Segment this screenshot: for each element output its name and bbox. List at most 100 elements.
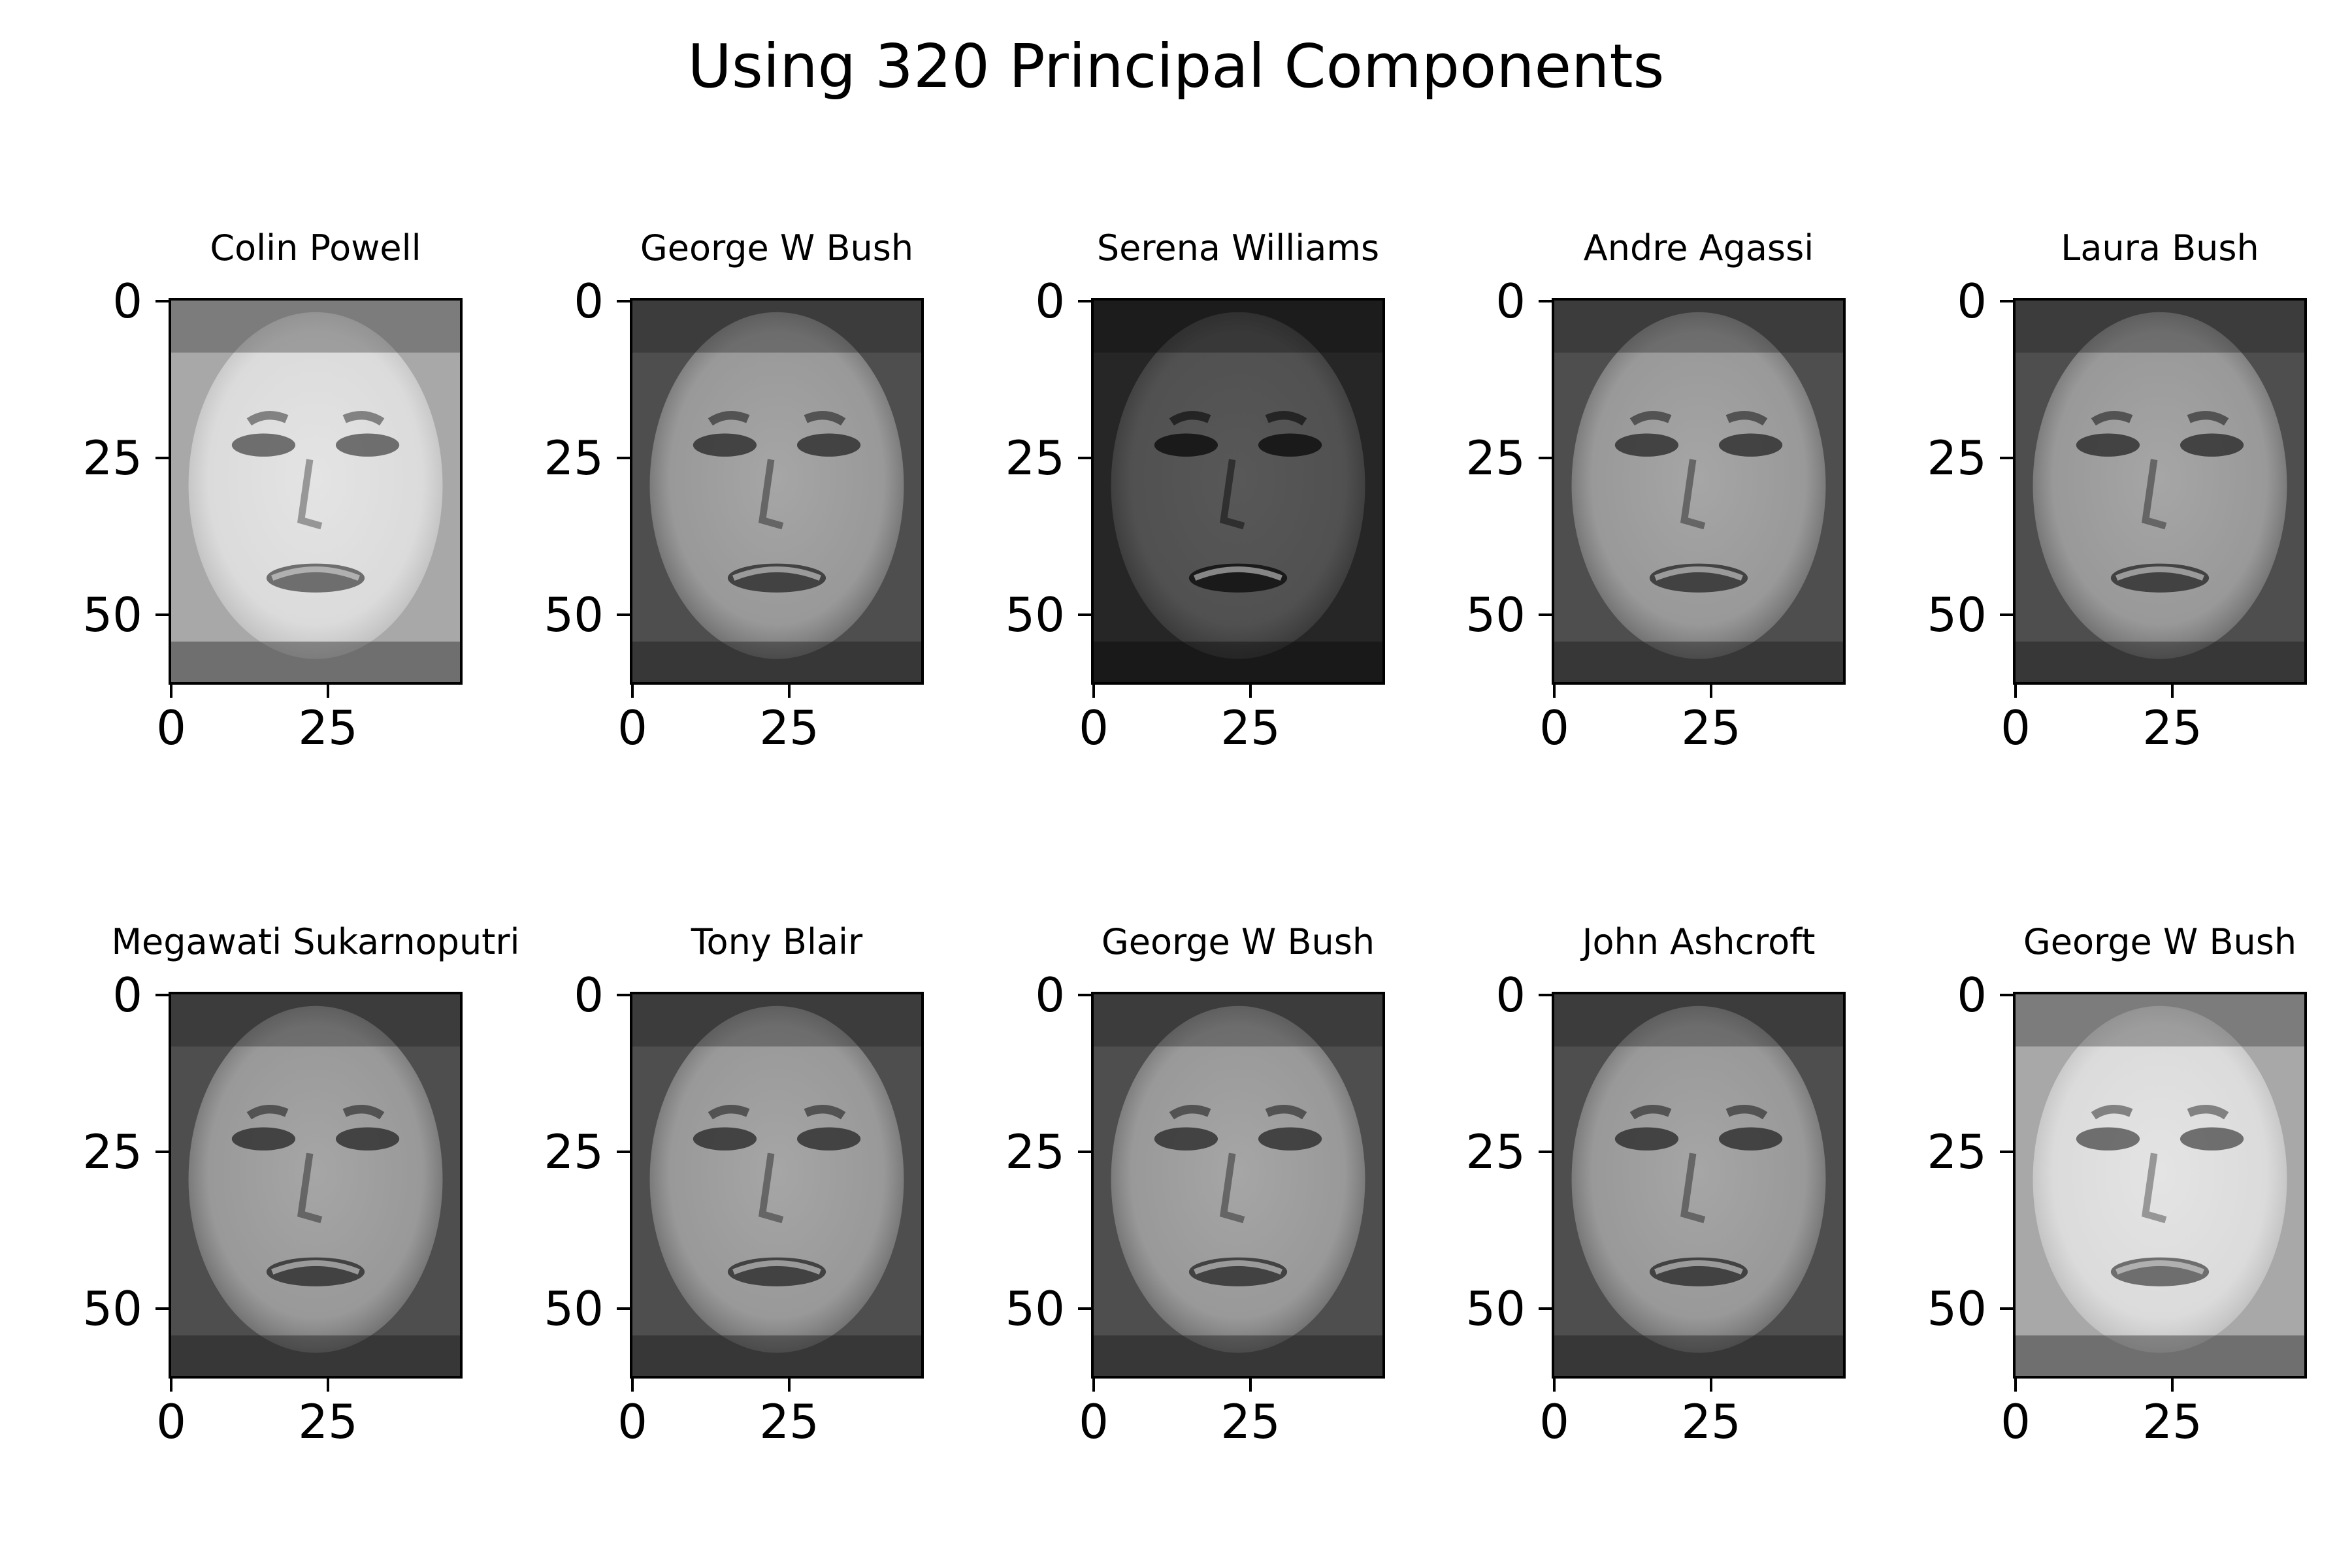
face-image-graphic: [1094, 301, 1382, 682]
y-tick-label: 50: [1465, 587, 1526, 642]
x-tick-label: 25: [298, 700, 358, 755]
panel-title: Tony Blair: [691, 921, 863, 962]
x-tick-label: 0: [1079, 700, 1109, 755]
y-tick-mark: [1078, 994, 1091, 996]
y-tick-mark: [1078, 1151, 1091, 1153]
y-tick-label: 50: [1465, 1281, 1526, 1336]
x-tick-mark: [327, 1379, 329, 1392]
y-tick-label: 50: [82, 1281, 142, 1336]
image-panel: Laura Bush 0 25 50 0 25: [1927, 227, 2307, 754]
y-tick-label: 25: [82, 1124, 142, 1179]
face-image-graphic: [1554, 994, 1843, 1376]
x-tick-mark: [170, 685, 172, 698]
y-tick-label: 0: [1495, 968, 1526, 1022]
x-tick-mark: [1553, 685, 1556, 698]
panel-title: George W Bush: [2023, 921, 2297, 962]
y-tick-label: 25: [82, 431, 142, 485]
y-tick-label: 25: [1005, 431, 1065, 485]
x-tick-label: 0: [156, 1394, 186, 1449]
y-tick-label: 0: [1035, 274, 1065, 329]
x-tick-label: 0: [2001, 1394, 2031, 1449]
image-panel: George W Bush 0 25 50 0 25: [1927, 921, 2307, 1448]
y-tick-label: 0: [1035, 968, 1065, 1022]
face-image: [630, 298, 924, 685]
x-tick-label: 0: [2001, 700, 2031, 755]
y-tick-label: 50: [544, 587, 604, 642]
x-tick-mark: [1092, 1379, 1095, 1392]
x-tick-label: 0: [617, 1394, 647, 1449]
x-tick-label: 0: [1539, 1394, 1569, 1449]
x-tick-mark: [2014, 1379, 2017, 1392]
face-image: [1091, 992, 1385, 1379]
y-tick-mark: [155, 994, 169, 996]
y-tick-label: 25: [1927, 1124, 1987, 1179]
y-tick-label: 25: [1005, 1124, 1065, 1179]
panel-title: Andre Agassi: [1583, 227, 1814, 269]
x-tick-mark: [1710, 685, 1712, 698]
y-tick-label: 25: [1927, 431, 1987, 485]
x-tick-label: 0: [1539, 700, 1569, 755]
x-tick-label: 25: [298, 1394, 358, 1449]
x-tick-label: 25: [2142, 700, 2202, 755]
y-tick-mark: [1539, 457, 1552, 459]
y-tick-mark: [155, 457, 169, 459]
face-image: [630, 992, 924, 1379]
y-tick-mark: [617, 1151, 630, 1153]
y-tick-mark: [2000, 994, 2013, 996]
x-tick-label: 0: [617, 700, 647, 755]
face-image-graphic: [2016, 994, 2304, 1376]
x-tick-mark: [788, 1379, 791, 1392]
x-tick-mark: [2014, 685, 2017, 698]
y-tick-label: 50: [82, 587, 142, 642]
y-tick-label: 50: [1005, 587, 1065, 642]
x-tick-mark: [170, 1379, 172, 1392]
y-tick-label: 0: [1957, 968, 1987, 1022]
y-tick-mark: [155, 613, 169, 616]
x-tick-label: 25: [1220, 1394, 1281, 1449]
panel-title: George W Bush: [1101, 921, 1375, 962]
y-tick-mark: [1078, 300, 1091, 302]
y-tick-mark: [155, 1307, 169, 1310]
x-tick-mark: [2171, 1379, 2174, 1392]
x-tick-label: 25: [1220, 700, 1281, 755]
image-panel: George W Bush 0 25 50 0 25: [544, 227, 924, 754]
y-tick-mark: [1078, 613, 1091, 616]
face-image-graphic: [1554, 301, 1843, 682]
face-image: [1552, 298, 1846, 685]
face-image: [1552, 992, 1846, 1379]
y-tick-label: 25: [1465, 1124, 1526, 1179]
x-tick-mark: [1249, 1379, 1252, 1392]
panel-title: John Ashcroft: [1582, 921, 1816, 962]
x-tick-label: 25: [759, 700, 819, 755]
y-tick-label: 25: [544, 431, 604, 485]
panel-title: Colin Powell: [210, 227, 421, 269]
face-image: [2013, 992, 2307, 1379]
x-tick-label: 25: [1681, 700, 1741, 755]
y-tick-mark: [2000, 1307, 2013, 1310]
x-tick-mark: [1249, 685, 1252, 698]
y-tick-mark: [2000, 1151, 2013, 1153]
y-tick-mark: [2000, 613, 2013, 616]
y-tick-mark: [617, 613, 630, 616]
y-tick-mark: [2000, 300, 2013, 302]
x-tick-label: 25: [759, 1394, 819, 1449]
x-tick-mark: [2171, 685, 2174, 698]
y-tick-label: 50: [1005, 1281, 1065, 1336]
panel-title: Serena Williams: [1096, 227, 1380, 269]
image-panel: Megawati Sukarnoputri 0 25 50 0 25: [82, 921, 519, 1448]
panel-title: Laura Bush: [2061, 227, 2259, 269]
face-image-graphic: [1094, 994, 1382, 1376]
face-image: [2013, 298, 2307, 685]
y-tick-mark: [617, 300, 630, 302]
y-tick-mark: [1539, 1307, 1552, 1310]
face-image-graphic: [632, 994, 921, 1376]
y-tick-mark: [1539, 994, 1552, 996]
x-tick-label: 0: [156, 700, 186, 755]
y-tick-label: 0: [112, 274, 142, 329]
image-panel: Tony Blair 0 25 50 0 25: [544, 921, 924, 1448]
x-tick-mark: [631, 685, 634, 698]
y-tick-mark: [155, 1151, 169, 1153]
y-tick-mark: [1539, 1151, 1552, 1153]
face-image-graphic: [632, 301, 921, 682]
image-panel: Serena Williams 0 25 50 0 25: [1005, 227, 1385, 754]
